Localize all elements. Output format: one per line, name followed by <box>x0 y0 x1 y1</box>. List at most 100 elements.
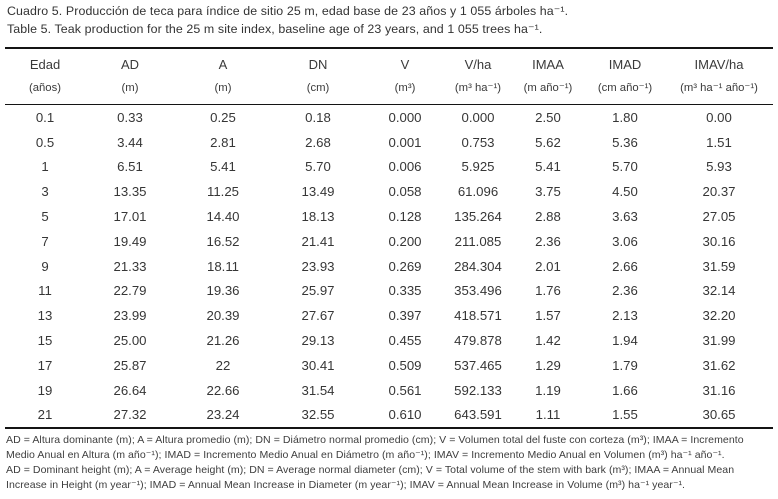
table-cell: 0.200 <box>388 233 422 249</box>
table-cell: 1.79 <box>612 357 638 373</box>
table-cell: 418.571 <box>454 308 502 324</box>
column-header-imaa: IMAA (m año⁻¹) <box>511 48 585 105</box>
footnote-english: AD = Dominant height (m); A = Average he… <box>6 464 735 492</box>
table-header: Edad (años) AD (m) A (m) DN (cm) V (m³) V/ha (m³ ha… <box>5 48 773 105</box>
column-name: V <box>400 57 410 72</box>
table-row: 0.5 3.44 2.81 2.68 0.001 0.753 5.62 5.36 1.51 <box>5 130 773 155</box>
table-cell: 5.925 <box>461 159 495 175</box>
table-cell: 0.753 <box>461 134 495 150</box>
column-header-dn: DN (cm) <box>271 48 365 105</box>
table-cell: 1.42 <box>535 333 561 349</box>
table-cell: 1.94 <box>612 333 638 349</box>
table-cell: 0.006 <box>388 159 422 175</box>
table-header-row: Edad (años) AD (m) A (m) DN (cm) V (m³) V/ha (m³ ha… <box>5 48 773 105</box>
table-cell: 3.75 <box>535 184 561 200</box>
column-unit: (cm) <box>306 82 330 94</box>
table-cell: 3.63 <box>612 209 638 225</box>
column-header-edad: Edad (años) <box>5 48 85 105</box>
table-cell: 21 <box>37 407 53 423</box>
column-header-imav-ha: IMAV/ha (m³ ha⁻¹ año⁻¹) <box>665 48 773 105</box>
table-cell: 1.76 <box>535 283 561 299</box>
table-cell: 19.36 <box>206 283 240 299</box>
table-cell: 32.14 <box>702 283 736 299</box>
table-cell: 5.70 <box>305 159 331 175</box>
table-cell: 0.397 <box>388 308 422 324</box>
table-cell: 0.269 <box>388 258 422 274</box>
table-row: 0.1 0.33 0.25 0.18 0.000 0.000 2.50 1.80 0.00 <box>5 105 773 130</box>
table-cell: 353.496 <box>454 283 502 299</box>
table-cell: 2.50 <box>535 109 561 125</box>
table-row: 7 19.49 16.52 21.41 0.200 211.085 2.36 3.06 30.1… <box>5 229 773 254</box>
column-unit: (m³) <box>394 82 416 94</box>
table-cell: 1.55 <box>612 407 638 423</box>
table-row: 15 25.00 21.26 29.13 0.455 479.878 1.42 1.94 31.… <box>5 328 773 353</box>
column-header-ad: AD (m) <box>85 48 175 105</box>
column-header-imad: IMAD (cm año⁻¹) <box>585 48 665 105</box>
teak-production-table: Edad (años) AD (m) A (m) DN (cm) V (m³) V/ha (m³ ha… <box>5 47 773 430</box>
table-cell: 11.25 <box>206 184 240 200</box>
table-cell: 0.455 <box>388 333 422 349</box>
table-cell: 0.001 <box>388 134 422 150</box>
table-cell: 31.62 <box>702 357 736 373</box>
table-cell: 27.67 <box>301 308 335 324</box>
table-row: 11 22.79 19.36 25.97 0.335 353.496 1.76 2.36 32.… <box>5 279 773 304</box>
table-cell: 31.59 <box>702 258 736 274</box>
table-cell: 0.18 <box>305 109 331 125</box>
table-cell: 0.00 <box>706 109 732 125</box>
table-cell: 3.44 <box>117 134 143 150</box>
table-cell: 0.509 <box>388 357 422 373</box>
table-body: 0.1 0.33 0.25 0.18 0.000 0.000 2.50 1.80 0.00 0.5… <box>5 105 773 429</box>
table-cell: 479.878 <box>454 333 502 349</box>
caption-english: Table 5. Teak production for the 25 m si… <box>7 21 543 36</box>
table-cell: 0.33 <box>117 109 143 125</box>
table-cell: 25.00 <box>113 333 147 349</box>
table-cell: 20.39 <box>206 308 240 324</box>
column-header-v-ha: V/ha (m³ ha⁻¹) <box>445 48 511 105</box>
table-cell: 2.68 <box>305 134 331 150</box>
table-cell: 19 <box>37 382 53 398</box>
table-cell: 2.66 <box>612 258 638 274</box>
column-name: IMAD <box>608 57 642 72</box>
table-cell: 25.97 <box>301 283 335 299</box>
table-cell: 0.25 <box>210 109 236 125</box>
column-header-a: A (m) <box>175 48 271 105</box>
table-cell: 5.62 <box>535 134 561 150</box>
table-cell: 2.81 <box>210 134 236 150</box>
table-cell: 0.000 <box>388 109 422 125</box>
column-name: IMAA <box>532 57 564 72</box>
table-cell: 3.06 <box>612 233 638 249</box>
table-cell: 21.26 <box>206 333 240 349</box>
caption-spanish: Cuadro 5. Producción de teca para índice… <box>7 4 569 18</box>
table-cell: 21.33 <box>113 258 147 274</box>
footnote-spanish: AD = Altura dominante (m); A = Altura pr… <box>6 434 744 462</box>
table-cell: 15 <box>37 333 53 349</box>
table-cell: 0.128 <box>388 209 422 225</box>
table-cell: 25.87 <box>113 357 147 373</box>
table-cell: 22.66 <box>206 382 240 398</box>
table-cell: 21.41 <box>301 233 335 249</box>
table-cell: 2.36 <box>612 283 638 299</box>
table-cell: 5.36 <box>612 134 638 150</box>
table-cell: 0.000 <box>461 109 495 125</box>
table-cell: 22.79 <box>113 283 147 299</box>
table-cell: 27.05 <box>702 209 736 225</box>
table-cell: 1.80 <box>612 109 638 125</box>
table-cell: 31.16 <box>702 382 736 398</box>
column-header-v: V (m³) <box>365 48 445 105</box>
table-cell: 0.335 <box>388 283 422 299</box>
table-cell: 14.40 <box>206 209 240 225</box>
table-cell: 31.99 <box>702 333 736 349</box>
table-cell: 31.54 <box>301 382 335 398</box>
table-cell: 19.49 <box>113 233 147 249</box>
table-cell: 2.36 <box>535 233 561 249</box>
table-cell: 13 <box>37 308 53 324</box>
table-cell: 0.1 <box>35 109 55 125</box>
table-cell: 11 <box>38 283 52 299</box>
table-cell: 1.19 <box>535 382 561 398</box>
table-cell: 18.11 <box>206 258 240 274</box>
column-name: AD <box>120 57 140 72</box>
table-cell: 30.65 <box>702 407 736 423</box>
column-unit: (m año⁻¹) <box>523 82 573 94</box>
table-captions: Cuadro 5. Producción de teca para índice… <box>5 3 773 38</box>
